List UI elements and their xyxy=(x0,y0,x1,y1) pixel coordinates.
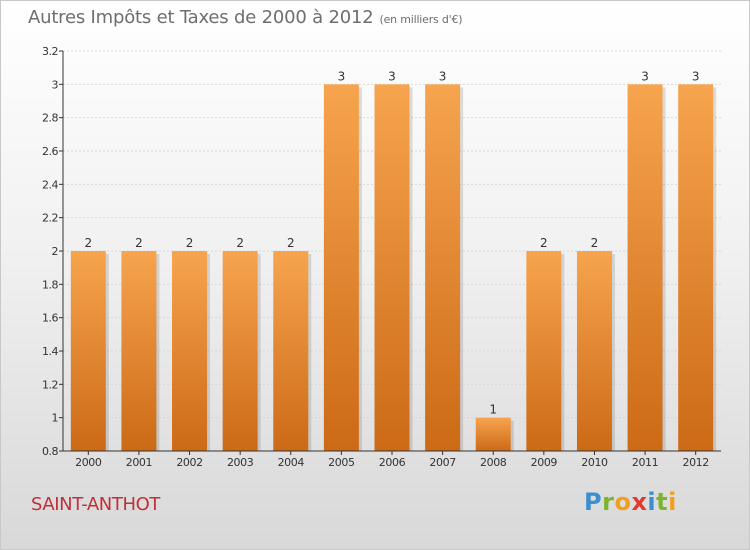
y-tick-label: 1.6 xyxy=(42,312,58,325)
x-tick-label: 2004 xyxy=(278,456,305,469)
x-tick-label: 2003 xyxy=(227,456,254,469)
bar xyxy=(172,251,208,451)
bar-value-label: 3 xyxy=(388,69,396,83)
logo-letter: P xyxy=(584,488,603,516)
logo-letter: x xyxy=(631,488,648,516)
y-tick-label: 3 xyxy=(52,78,59,91)
x-tick-label: 2008 xyxy=(480,456,507,469)
x-tick-label: 2010 xyxy=(581,456,608,469)
bar xyxy=(678,84,714,451)
bar-value-label: 2 xyxy=(236,236,244,250)
bar xyxy=(576,251,612,451)
bar-value-label: 2 xyxy=(186,236,194,250)
bar xyxy=(526,251,562,451)
x-tick-label: 2011 xyxy=(632,456,658,469)
chart-title-unit: (en milliers d'€) xyxy=(379,13,463,26)
logo-letter: t xyxy=(656,488,669,516)
bar xyxy=(70,251,106,451)
bars: 2 2 2 2 2 3 3 3 1 2 2 3 3 xyxy=(70,69,717,451)
bar xyxy=(273,251,309,451)
y-tick-label: 1 xyxy=(52,412,59,425)
bar xyxy=(374,84,410,451)
bar-value-label: 2 xyxy=(540,236,548,250)
logo-letter: i xyxy=(647,488,657,516)
y-tick-label: 2.8 xyxy=(42,112,58,125)
y-tick-label: 3.2 xyxy=(42,45,58,58)
bar-value-label: 3 xyxy=(692,69,700,83)
logo-letter: o xyxy=(614,488,632,516)
chart-title-text: Autres Impôts et Taxes de 2000 à 2012 xyxy=(28,7,374,28)
y-tick-label: 2.2 xyxy=(42,212,58,225)
x-tick-label: 2006 xyxy=(379,456,406,469)
y-tick-label: 0.8 xyxy=(42,445,58,458)
bar xyxy=(475,417,511,451)
chart-title: Autres Impôts et Taxes de 2000 à 2012 (en… xyxy=(28,7,463,28)
logo-letter: r xyxy=(602,488,615,516)
bar-value-label: 3 xyxy=(641,69,649,83)
y-tick-label: 2.6 xyxy=(42,145,58,158)
bar-value-label: 3 xyxy=(338,69,346,83)
x-tick-label: 2001 xyxy=(126,456,152,469)
bar xyxy=(627,84,663,451)
y-tick-label: 2 xyxy=(52,245,59,258)
commune-name: SAINT-ANTHOT xyxy=(31,494,160,515)
bar-value-label: 3 xyxy=(439,69,447,83)
bar-value-label: 2 xyxy=(591,236,599,250)
bar-value-label: 2 xyxy=(135,236,143,250)
x-tick-label: 2005 xyxy=(328,456,355,469)
bar-value-label: 1 xyxy=(489,403,497,417)
proxiti-logo[interactable]: Proxiti xyxy=(584,488,677,516)
bar xyxy=(323,84,359,451)
x-tick-label: 2007 xyxy=(429,456,456,469)
bar-value-label: 2 xyxy=(287,236,295,250)
bar xyxy=(121,251,157,451)
bar xyxy=(222,251,258,451)
bar-value-label: 2 xyxy=(84,236,92,250)
y-tick-label: 2.4 xyxy=(42,178,58,191)
y-tick-label: 1.2 xyxy=(42,378,58,391)
x-tick-label: 2009 xyxy=(531,456,558,469)
axes: 0.8 1 1.2 1.4 1.6 1.8 2 2.2 2.4 2.6 2.8 3 3.2 2000 200… xyxy=(42,45,721,469)
x-tick-label: 2002 xyxy=(176,456,202,469)
x-tick-label: 2000 xyxy=(75,456,102,469)
logo-letter: i xyxy=(668,488,677,516)
y-tick-label: 1.8 xyxy=(42,278,58,291)
bar xyxy=(425,84,461,451)
y-tick-label: 1.4 xyxy=(42,345,58,358)
x-tick-label: 2012 xyxy=(682,456,708,469)
